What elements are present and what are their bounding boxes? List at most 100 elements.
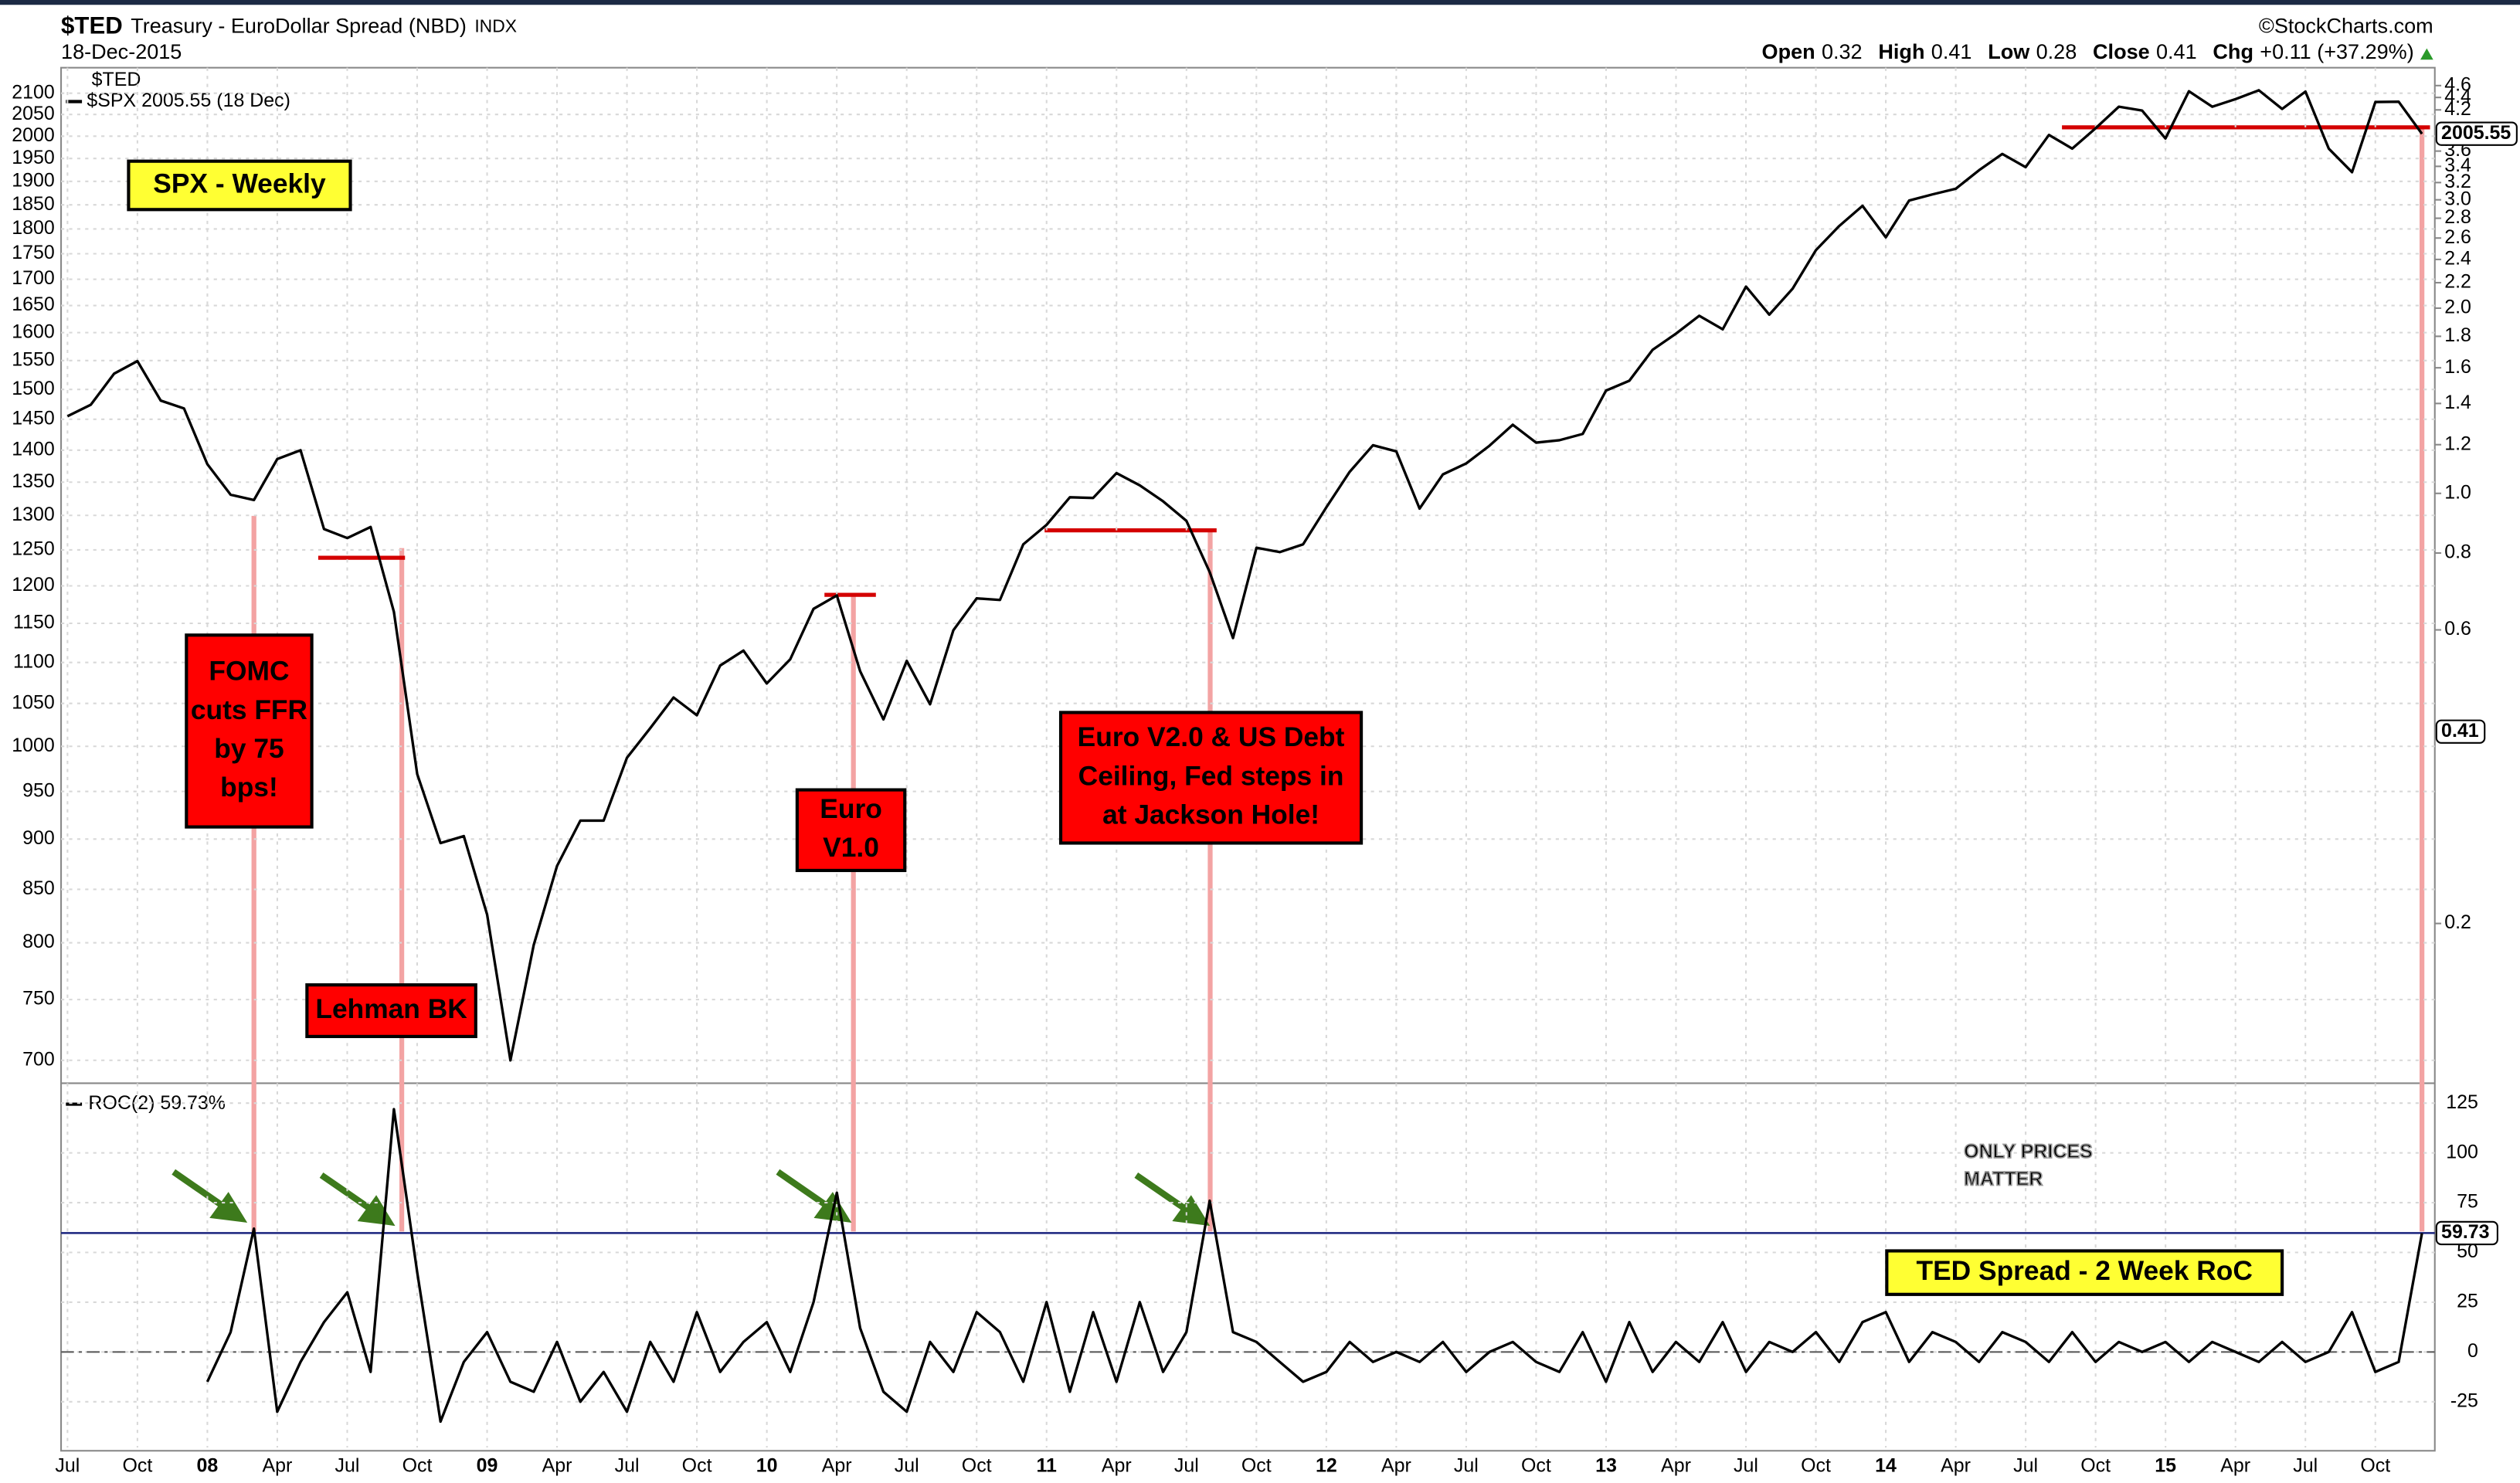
x-tick-label: Oct <box>1521 1455 1551 1477</box>
x-tick-label: 08 <box>197 1455 219 1477</box>
y2-tick-label: 1.0 <box>2444 481 2471 503</box>
annotation-box <box>185 633 314 829</box>
annotation-text: Euro <box>820 793 882 824</box>
series-line <box>66 89 2423 1062</box>
x-tick-label: Jul <box>55 1455 80 1477</box>
y2-tick-label: 4.4 <box>2444 86 2471 107</box>
value-box <box>2435 1220 2498 1246</box>
y2-tick-label: 0.2 <box>2444 911 2471 933</box>
arrow <box>1134 1172 1190 1213</box>
y2-tick-label: 2.6 <box>2444 226 2471 248</box>
annotation-box <box>1058 711 1364 845</box>
y2-tick-label: 4.6 <box>2444 73 2471 95</box>
y2-tick-label: 2.2 <box>2444 271 2471 293</box>
y-tick-label: 1100 <box>13 650 55 672</box>
x-tick-label: Apr <box>1941 1455 1971 1477</box>
up-arrow <box>2420 48 2433 60</box>
annotation-text: bps! <box>220 772 278 803</box>
x-tick-label: Apr <box>263 1455 293 1477</box>
x-tick-label: Oct <box>1241 1455 1272 1477</box>
y-tick-label: 1250 <box>12 538 55 560</box>
y-tick-label: 1600 <box>12 321 55 342</box>
arrow <box>172 1169 227 1210</box>
y-tick-label: 2000 <box>12 124 55 146</box>
x-tick-label: Apr <box>1661 1455 1691 1477</box>
y-tick-label: 1700 <box>12 267 55 289</box>
y2-tick-label: 0.8 <box>2444 541 2471 563</box>
x-tick-label: Apr <box>542 1455 572 1477</box>
x-tick-label: Jul <box>2293 1455 2318 1477</box>
plot-content: Jul Oct 08 Apr Jul Oct 09 Apr Jul Oct 10 Apr Jul Oct 1… <box>12 67 2518 1477</box>
y2-tick-label: 4.2 <box>2444 98 2471 120</box>
series-line <box>205 1108 2423 1424</box>
quote-label: Open <box>1762 39 1815 63</box>
annotation-box <box>795 788 907 873</box>
y2-tick-label: 0.6 <box>2444 618 2471 640</box>
quote-label: High <box>1878 39 1924 63</box>
y-tick-label: 1550 <box>12 348 55 370</box>
annotation-box <box>127 159 352 212</box>
quote-label: Low <box>1988 39 2030 63</box>
date: 18-Dec-2015 <box>61 39 182 63</box>
annotation-text: TED Spread - 2 Week RoC <box>1916 1255 2252 1286</box>
y-tick-label: 1850 <box>12 193 55 215</box>
annotation-box <box>305 983 477 1038</box>
value-box <box>2435 719 2486 744</box>
y-tick-label: 1800 <box>12 217 55 239</box>
y-tick-label: 1150 <box>13 612 55 633</box>
annotation-text: Ceiling, Fed steps in <box>1078 760 1344 791</box>
x-tick-label: Apr <box>822 1455 852 1477</box>
x-tick-label: 09 <box>477 1455 498 1477</box>
y-tick-label: 1450 <box>12 407 55 429</box>
y2-tick-label: 1.4 <box>2444 392 2471 413</box>
annotation-text: Euro V2.0 & US Debt <box>1078 721 1345 752</box>
x-tick-label: Jul <box>335 1455 360 1477</box>
plot-frame <box>60 66 2436 1452</box>
x-tick-label: Oct <box>1801 1455 1831 1477</box>
arrow <box>319 1172 375 1213</box>
x-tick-label: 12 <box>1316 1455 1337 1477</box>
x-tick-label: 14 <box>1875 1455 1897 1477</box>
x-tick-label: Jul <box>615 1455 640 1477</box>
y-tick-label: 750 <box>22 988 55 1010</box>
resistance-lines <box>318 125 2430 597</box>
x-tick-label: Jul <box>1734 1455 1758 1477</box>
y-tick-label: 0 <box>2467 1340 2478 1362</box>
quote-value: 0.28 <box>2036 39 2077 63</box>
chart-subtitle: Treasury - EuroDollar Spread (NBD) <box>131 14 467 38</box>
arrow <box>776 1169 831 1210</box>
annotation-text: by 75 <box>214 733 284 764</box>
y2-tick-label: 3.2 <box>2444 171 2471 192</box>
value-box-label: 2005.55 <box>2441 122 2511 144</box>
change-label: Chg <box>2213 39 2253 63</box>
annotation-text: cuts FFR <box>191 694 307 725</box>
y-tick-label: 2050 <box>12 103 55 124</box>
x-tick-label: 11 <box>1037 1455 1057 1477</box>
y-tick-label: 700 <box>22 1048 55 1070</box>
source: ©StockCharts.com <box>2259 14 2433 38</box>
y-tick-label: 1050 <box>12 691 55 713</box>
x-tick-label: Oct <box>2360 1455 2390 1477</box>
arrow-head <box>209 1192 248 1223</box>
y2-tick-label: 1.2 <box>2444 433 2471 454</box>
value-box-label: 0.41 <box>2441 720 2479 742</box>
arrow-head <box>1172 1195 1211 1227</box>
quote-label: Close <box>2093 39 2150 63</box>
y-tick-label: 1900 <box>12 169 55 191</box>
x-tick-label: 10 <box>756 1455 778 1477</box>
exchange: INDX <box>474 16 517 36</box>
x-tick-label: Oct <box>682 1455 712 1477</box>
annotation-box <box>1885 1249 2284 1296</box>
x-tick-label: 13 <box>1595 1455 1617 1477</box>
y-tick-label: 25 <box>2457 1291 2478 1312</box>
y-tick-label: 1300 <box>12 504 55 525</box>
top-bar <box>0 0 2520 5</box>
x-tick-label: Jul <box>895 1455 919 1477</box>
x-tick-label: 15 <box>2155 1455 2176 1477</box>
quote-value: 0.41 <box>1931 39 1972 63</box>
y-tick-label: 1350 <box>12 470 55 492</box>
y2-tick-label: 2.4 <box>2444 247 2471 269</box>
